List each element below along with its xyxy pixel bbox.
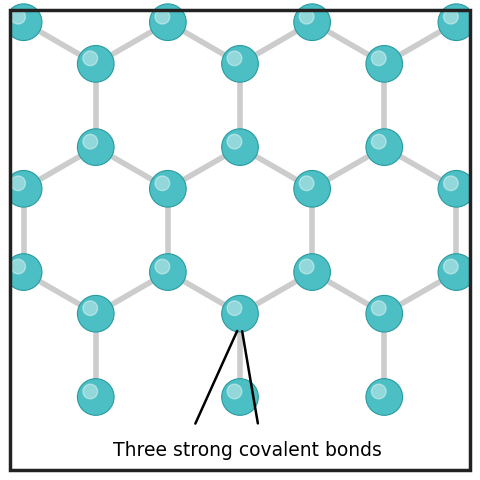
Circle shape — [227, 301, 242, 315]
Circle shape — [366, 46, 403, 82]
Circle shape — [222, 295, 258, 332]
Circle shape — [11, 10, 25, 24]
Circle shape — [372, 384, 386, 399]
Circle shape — [444, 10, 458, 24]
Circle shape — [77, 129, 114, 166]
Circle shape — [438, 254, 475, 290]
Circle shape — [155, 259, 170, 274]
Circle shape — [366, 379, 403, 415]
Circle shape — [227, 384, 242, 399]
Circle shape — [438, 4, 475, 40]
Circle shape — [5, 254, 42, 290]
Circle shape — [366, 129, 403, 166]
Circle shape — [300, 259, 314, 274]
Circle shape — [300, 176, 314, 191]
Circle shape — [444, 259, 458, 274]
Circle shape — [227, 51, 242, 66]
Text: Three strong covalent bonds: Three strong covalent bonds — [113, 441, 382, 460]
Circle shape — [83, 134, 97, 149]
Circle shape — [83, 384, 97, 399]
Circle shape — [77, 295, 114, 332]
Circle shape — [155, 176, 170, 191]
Circle shape — [11, 259, 25, 274]
Circle shape — [300, 10, 314, 24]
Circle shape — [294, 254, 330, 290]
Circle shape — [77, 379, 114, 415]
Circle shape — [222, 129, 258, 166]
Circle shape — [222, 379, 258, 415]
Circle shape — [150, 4, 186, 40]
Circle shape — [444, 176, 458, 191]
Circle shape — [11, 176, 25, 191]
Circle shape — [77, 46, 114, 82]
Circle shape — [83, 51, 97, 66]
Circle shape — [372, 301, 386, 315]
Circle shape — [227, 134, 242, 149]
Circle shape — [372, 134, 386, 149]
Circle shape — [372, 51, 386, 66]
Circle shape — [294, 170, 330, 207]
Circle shape — [150, 254, 186, 290]
Circle shape — [222, 46, 258, 82]
Circle shape — [155, 10, 170, 24]
Circle shape — [150, 170, 186, 207]
Circle shape — [294, 4, 330, 40]
Circle shape — [83, 301, 97, 315]
Circle shape — [366, 295, 403, 332]
Circle shape — [438, 170, 475, 207]
Circle shape — [5, 170, 42, 207]
Circle shape — [5, 4, 42, 40]
